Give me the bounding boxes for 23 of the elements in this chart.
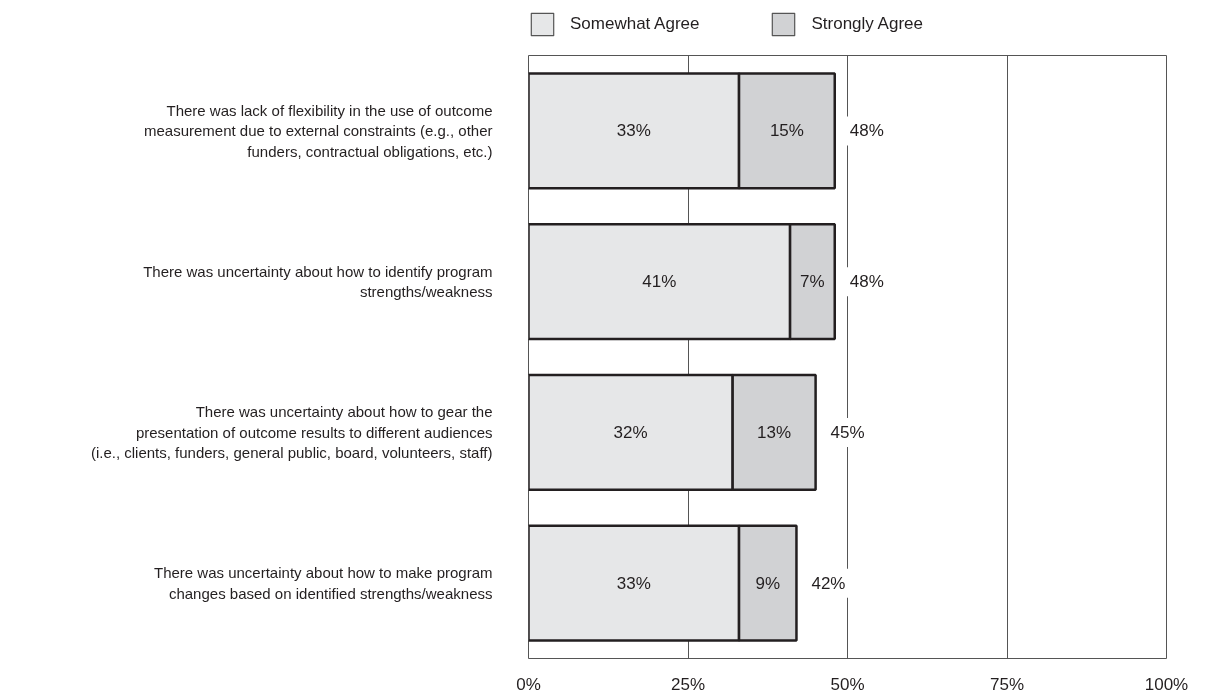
- total-label: 42%: [811, 573, 846, 593]
- data-label: 13%: [757, 422, 792, 442]
- data-label: 32%: [613, 422, 648, 442]
- x-tick-label: 25%: [670, 674, 706, 694]
- data-label: 41%: [642, 272, 677, 292]
- total-label: 45%: [830, 422, 865, 442]
- data-label: 15%: [769, 121, 804, 141]
- total-label: 48%: [849, 272, 884, 292]
- data-label: 33%: [616, 573, 651, 593]
- y-tick-label: There was uncertainty about how to gear the presentation of outcome results to different audiences (i.e., clients, funders, general public, board, volunteers, staff): [90, 403, 493, 462]
- data-label: 7%: [800, 272, 825, 292]
- x-tick-label: 50%: [830, 674, 865, 694]
- legend-label: Somewhat Agree: [570, 14, 700, 34]
- x-tick-label: 0%: [516, 674, 541, 694]
- x-tick-label: 75%: [989, 674, 1025, 694]
- y-tick-label: There was lack of flexibility in the use of outcome measurement due to external constraints (e.g., other funders, contractual obligations, etc.): [143, 101, 493, 160]
- data-label: 33%: [616, 121, 651, 141]
- data-label: 9%: [755, 573, 781, 593]
- y-tick-label: There was uncertainty about how to identify program strengths/weakness: [143, 262, 493, 301]
- y-tick-label: There was uncertainty about how to make program changes based on identified strengths/weakness: [154, 564, 493, 602]
- x-tick-label: 100%: [1144, 674, 1189, 694]
- total-label: 48%: [849, 121, 884, 141]
- legend-label: Strongly Agree: [811, 14, 923, 34]
